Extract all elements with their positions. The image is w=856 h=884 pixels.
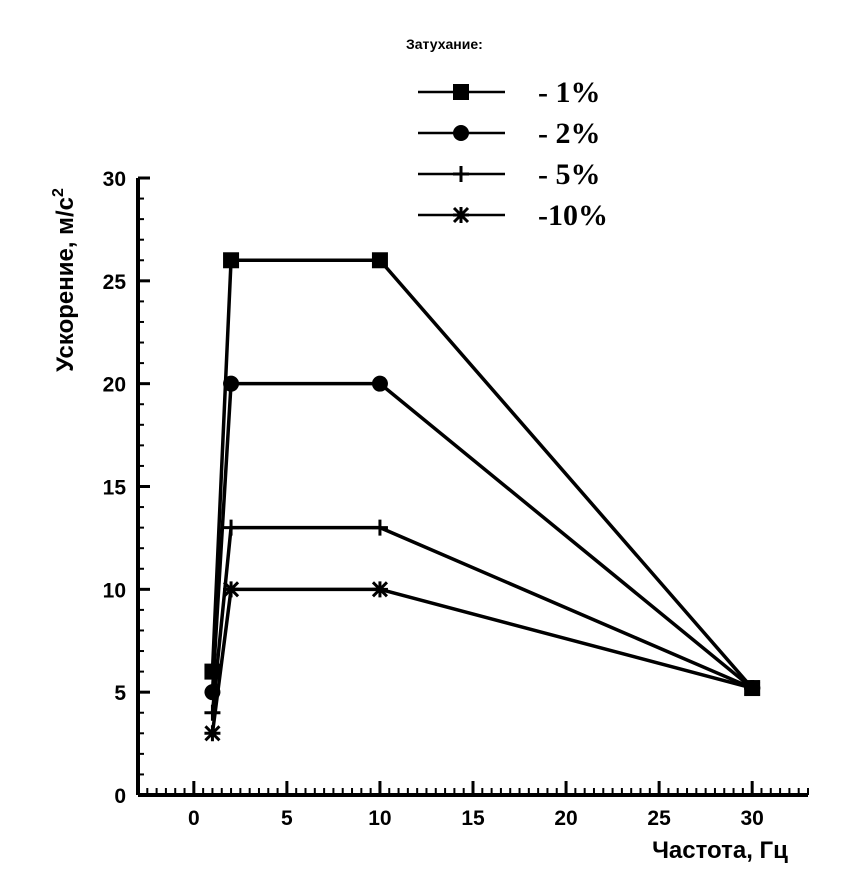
legend-label: - 5% — [538, 158, 601, 191]
y-tick-label: 0 — [114, 785, 126, 808]
y-axis-title-superscript: 2 — [50, 188, 67, 197]
legend-entry-3: - 5% — [418, 158, 601, 191]
y-tick-label: 20 — [103, 374, 126, 397]
circle-marker — [371, 375, 388, 392]
plus-marker — [223, 519, 240, 536]
asterisk-marker — [371, 581, 389, 598]
data-point — [744, 679, 761, 697]
legend-entry-4: -10% — [418, 199, 608, 232]
square-marker — [453, 84, 469, 100]
y-axis-title-text: Ускорение, м/с — [52, 197, 79, 372]
series-line — [210, 525, 753, 713]
legend-entry-1: - 1% — [418, 76, 601, 109]
data-point — [222, 581, 240, 598]
data-point — [223, 519, 240, 536]
legend-label: -10% — [538, 199, 608, 232]
series-line — [210, 258, 754, 690]
plus-marker — [453, 166, 469, 182]
plus-marker — [204, 704, 221, 721]
y-tick-label: 15 — [103, 477, 127, 500]
data-point — [204, 725, 221, 742]
x-tick-label: 30 — [740, 807, 763, 830]
legend-label: - 1% — [538, 76, 601, 109]
series-line — [210, 381, 754, 693]
x-tick-label: 0 — [188, 807, 200, 830]
legend-title: Затухание: — [406, 36, 483, 52]
y-tick-label: 30 — [103, 168, 126, 191]
data-point — [453, 84, 469, 100]
y-tick-label: 5 — [114, 682, 126, 705]
y-axis-title: Ускорение, м/с2 — [50, 188, 79, 372]
data-point — [452, 206, 470, 224]
square-marker — [223, 252, 240, 269]
x-tick-label: 5 — [281, 807, 293, 830]
series-line — [210, 587, 753, 734]
series-2 — [204, 375, 761, 701]
legend-entry-2: - 2% — [418, 117, 601, 150]
y-tick-label: 25 — [103, 271, 127, 294]
legend-label: - 2% — [538, 117, 601, 150]
legend: Затухание: - 1% - 2% - 5% -10% — [406, 36, 608, 232]
x-tick-label: 20 — [554, 807, 577, 830]
x-axis-title: Частота, Гц — [652, 837, 788, 864]
data-point — [453, 125, 469, 141]
data-point — [371, 581, 389, 598]
square-marker — [371, 252, 388, 269]
data-point — [371, 519, 388, 536]
axes: 0 5 10 15 20 25 30 0 5 10 15 20 25 30 — [103, 168, 809, 830]
x-tick-label: 10 — [368, 807, 391, 830]
asterisk-marker — [204, 725, 221, 742]
y-tick-label: 10 — [103, 579, 126, 602]
x-tick-label: 25 — [647, 807, 671, 830]
series-3 — [204, 519, 761, 721]
data-point — [223, 375, 240, 392]
circle-marker — [223, 375, 240, 392]
asterisk-marker — [452, 206, 470, 224]
plus-marker — [371, 519, 388, 536]
series-layer — [204, 252, 761, 742]
data-point — [204, 704, 221, 721]
data-point — [223, 252, 240, 269]
data-point — [371, 375, 388, 392]
x-tick-label: 15 — [461, 807, 485, 830]
asterisk-marker — [744, 679, 761, 697]
series-4 — [204, 581, 761, 742]
asterisk-marker — [222, 581, 240, 598]
data-point — [453, 166, 469, 182]
data-point — [371, 252, 388, 269]
circle-marker — [453, 125, 469, 141]
series-1 — [204, 252, 761, 697]
